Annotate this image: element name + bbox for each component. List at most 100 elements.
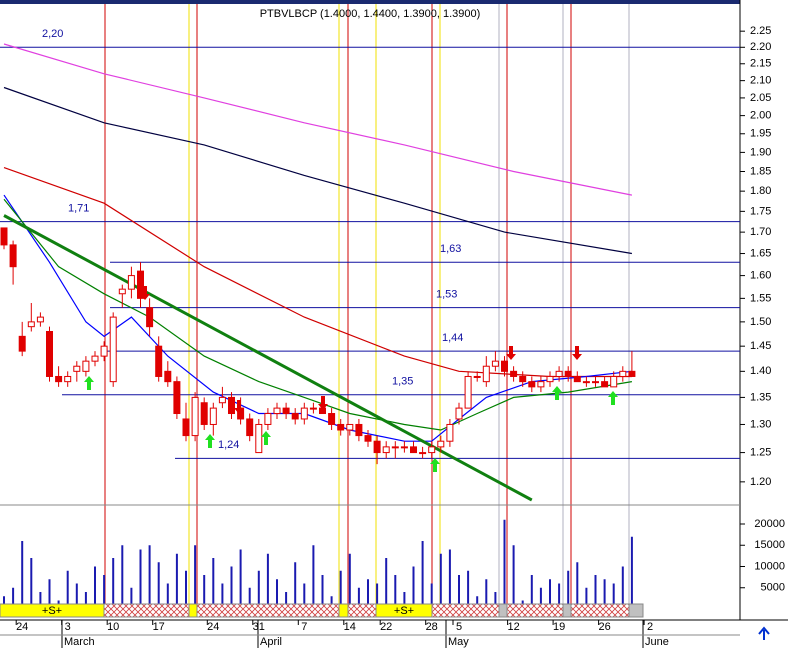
candle-body (346, 423, 354, 431)
sell-arrow (140, 286, 150, 300)
scroll-arrow[interactable] (758, 626, 770, 640)
y-tick-label: 2.25 (750, 25, 771, 37)
strip-segment (506, 603, 564, 618)
candle-body (228, 396, 235, 415)
level-label: 1,71 (68, 203, 89, 215)
candle-body (428, 446, 436, 454)
sell-arrow (572, 346, 582, 360)
chart-title: PTBVLBCP (1.4000, 1.4400, 1.3900, 1.3900… (260, 8, 481, 20)
moving-average (3, 198, 632, 431)
x-tick-label: 12 (507, 621, 519, 633)
month-label: June (645, 636, 669, 648)
event-lines (104, 4, 630, 604)
candle-body (537, 381, 545, 388)
candle-body (182, 418, 190, 437)
buy-arrow (205, 434, 215, 448)
y-tick-label: 1.75 (750, 205, 771, 217)
buy-arrow (608, 391, 618, 405)
candle-body (528, 381, 536, 388)
buy-arrow (430, 458, 440, 472)
y-tick-label: 1.50 (750, 316, 771, 328)
strip-segment (103, 603, 190, 618)
candle-body (191, 396, 199, 437)
candle-body (510, 370, 518, 377)
x-tick-label: 7 (301, 621, 307, 633)
strip-segment (196, 603, 340, 618)
level-label: 1,35 (392, 376, 413, 388)
candle-body (628, 370, 636, 377)
strip-segment (498, 603, 508, 618)
strip-segment (570, 603, 630, 618)
candle-body (473, 375, 481, 378)
x-tick-label: 31 (253, 621, 265, 633)
candle-body (55, 375, 63, 383)
candle-body (164, 370, 172, 383)
candle-body (519, 375, 527, 383)
candle-body (209, 407, 217, 425)
strip-segment (347, 603, 377, 618)
signal-strip: +S+ +S+ (0, 603, 644, 618)
top-border (0, 0, 740, 4)
volume-tick-label: 5000 (761, 582, 785, 594)
candle-body (218, 396, 226, 404)
x-tick-label: 22 (380, 621, 392, 633)
level-label: 1,44 (442, 332, 463, 344)
moving-average (3, 167, 632, 378)
x-tick-label: 19 (553, 621, 565, 633)
candle-body (337, 423, 345, 431)
month-label: May (448, 636, 469, 648)
x-tick-label: 3 (65, 621, 71, 633)
candle-body (64, 375, 72, 383)
moving-average (3, 86, 632, 255)
y-tick-label: 1.40 (750, 365, 771, 377)
candle-body (555, 370, 563, 377)
y-tick-label: 1.90 (750, 146, 771, 158)
candle-body (155, 345, 163, 377)
y-tick-label: 1.60 (750, 270, 771, 282)
level-label: 1,63 (440, 243, 461, 255)
candle-body (328, 413, 336, 425)
candle-body (200, 402, 208, 425)
sell-arrow (506, 346, 516, 360)
candle-body (355, 423, 363, 437)
y-tick-label: 2.05 (750, 92, 771, 104)
buy-arrow (84, 376, 94, 390)
y-tick-label: 1.65 (750, 247, 771, 259)
strip-segment (338, 603, 349, 618)
candle-body (373, 440, 381, 454)
candle-body (173, 381, 181, 415)
candle-body (410, 446, 417, 454)
candle-body (364, 435, 372, 442)
candle-body (46, 330, 53, 377)
strip-label: +S+ (42, 605, 62, 617)
level-label: 1,24 (218, 439, 239, 451)
moving-average (3, 43, 633, 196)
candle-body (482, 365, 490, 383)
level-label: 2,20 (42, 28, 63, 40)
candle-body (573, 375, 581, 383)
volume-tick-label: 10000 (754, 560, 785, 572)
x-tick-label: 5 (456, 621, 462, 633)
candle-body (601, 381, 609, 388)
candle-body (382, 446, 390, 454)
sell-arrow (318, 396, 328, 410)
y-tick-label: 1.85 (750, 165, 771, 177)
candle-body (291, 413, 299, 420)
candle-body (273, 407, 281, 415)
x-tick-label: 24 (16, 621, 28, 633)
y-tick-label: 1.45 (750, 340, 771, 352)
level-label: 1,53 (436, 289, 457, 301)
trend-line (3, 214, 533, 502)
y-tick-label: 1.70 (750, 226, 771, 238)
candle-body (91, 355, 99, 362)
candle-body (437, 440, 445, 448)
candle-body (582, 381, 590, 384)
candle-body (73, 365, 81, 372)
candle-body (137, 270, 144, 299)
candle-body (36, 316, 44, 323)
candle-body (300, 407, 308, 420)
candle-body (146, 307, 154, 328)
candle-body (309, 407, 317, 410)
candle-body (564, 370, 572, 377)
